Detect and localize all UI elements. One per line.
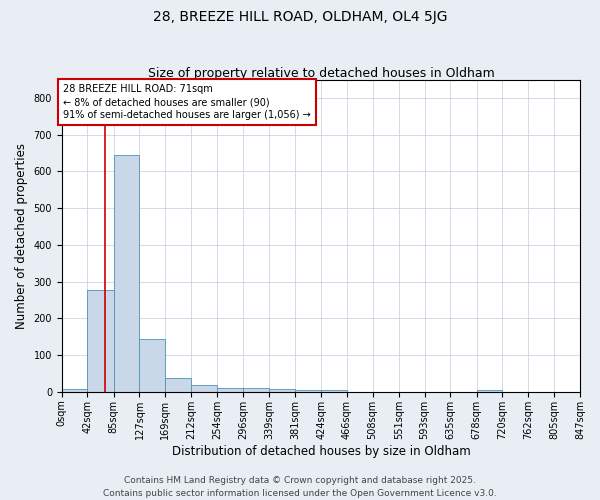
X-axis label: Distribution of detached houses by size in Oldham: Distribution of detached houses by size …: [172, 444, 470, 458]
Bar: [165, 378, 191, 392]
Bar: [243, 388, 269, 392]
Bar: [88, 290, 114, 392]
Bar: [62, 390, 88, 392]
Text: Contains HM Land Registry data © Crown copyright and database right 2025.
Contai: Contains HM Land Registry data © Crown c…: [103, 476, 497, 498]
Bar: [269, 389, 295, 392]
Title: Size of property relative to detached houses in Oldham: Size of property relative to detached ho…: [148, 66, 494, 80]
Y-axis label: Number of detached properties: Number of detached properties: [15, 142, 28, 328]
Bar: [295, 390, 321, 392]
Bar: [191, 386, 217, 392]
Bar: [114, 155, 139, 392]
Bar: [139, 340, 165, 392]
Bar: [321, 390, 347, 392]
Text: 28 BREEZE HILL ROAD: 71sqm
← 8% of detached houses are smaller (90)
91% of semi-: 28 BREEZE HILL ROAD: 71sqm ← 8% of detac…: [63, 84, 311, 120]
Text: 28, BREEZE HILL ROAD, OLDHAM, OL4 5JG: 28, BREEZE HILL ROAD, OLDHAM, OL4 5JG: [153, 10, 447, 24]
Bar: [476, 390, 502, 392]
Bar: [217, 388, 243, 392]
